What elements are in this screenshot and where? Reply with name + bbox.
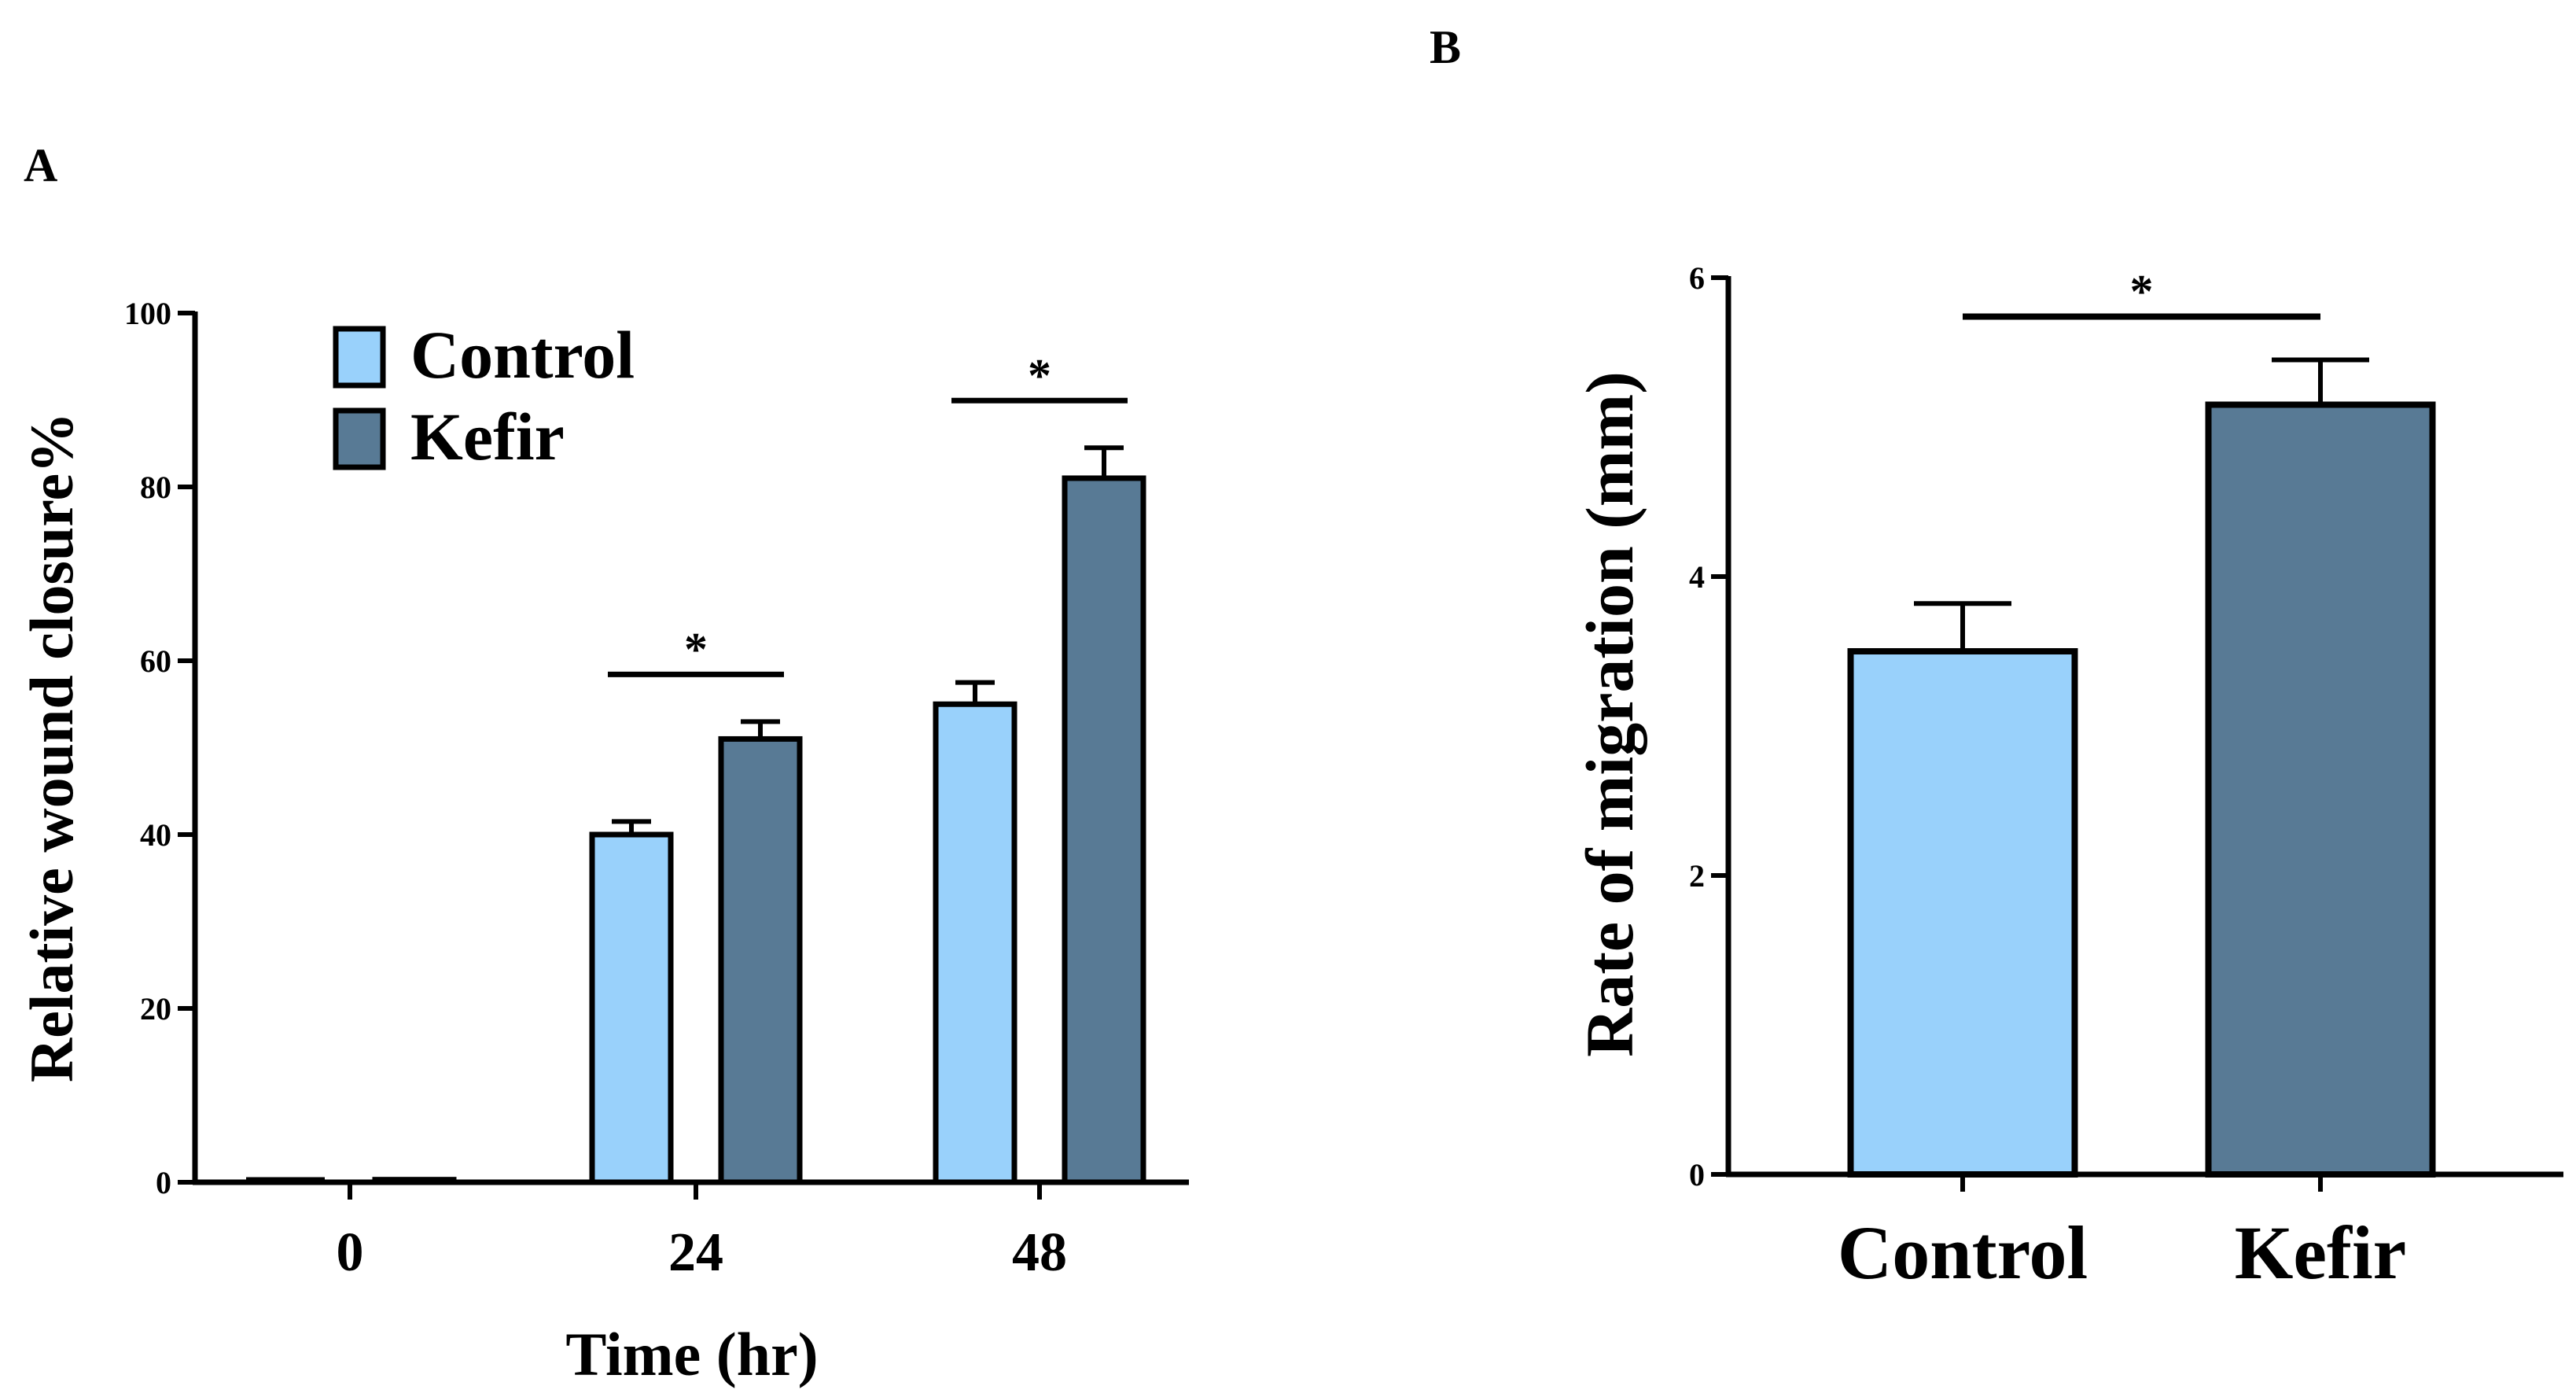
panel-b-label: B (1430, 21, 1461, 73)
panel-a-bar-kefir (1062, 475, 1146, 1185)
panel-a-bar-kefir (718, 735, 803, 1185)
panel-a-y-tick-label: 0 (156, 1165, 171, 1200)
panel-a-y-tick-label: 40 (140, 817, 171, 853)
panel-a-bar-control (933, 701, 1018, 1185)
panel-a-x-tick-label: 24 (668, 1222, 723, 1283)
panel-a-y-axis-title: Relative wound closure% (17, 412, 86, 1082)
legend-label-kefir: Kefir (410, 399, 565, 474)
panel-a-x-tick-label: 48 (1012, 1222, 1067, 1283)
panel-b-chart: Rate of migration (mm) 0 2 4 6 Control Kefir * (1572, 260, 2563, 1295)
panel-b-x-tick-label: Kefir (2235, 1211, 2407, 1295)
legend-swatch-kefir (333, 407, 386, 470)
legend-swatch-control (333, 326, 386, 389)
panel-a-x-axis-title: Time (hr) (565, 1320, 818, 1388)
panel-a-x-tick-label: 0 (337, 1222, 364, 1283)
panel-a-significance-star: * (1028, 349, 1051, 401)
panel-a-y-tick-label: 60 (140, 643, 171, 679)
panel-a-bar-control (589, 831, 674, 1185)
panel-b-bar-control (1847, 648, 2078, 1178)
panel-b-y-tick-label: 6 (1689, 260, 1705, 296)
panel-a-y-tick-label: 80 (140, 470, 171, 505)
panel-b-y-tick-label: 2 (1689, 858, 1705, 894)
panel-a-y-tick-label: 100 (124, 296, 171, 331)
panel-a-y-tick-label: 20 (140, 991, 171, 1027)
panel-b-significance-star: * (2130, 266, 2154, 318)
legend-label-control: Control (410, 317, 635, 393)
panel-a-bar-kefir (372, 1177, 457, 1185)
panel-a-significance-star: * (684, 623, 708, 675)
panel-b-y-tick-label: 0 (1689, 1157, 1705, 1192)
panel-b-bar-kefir (2205, 401, 2436, 1178)
panel-a-chart: Relative wound closure% Time (hr) 0 20 40 6… (17, 296, 1189, 1388)
panel-b-x-tick-label: Control (1838, 1211, 2088, 1295)
panel-b-y-tick-label: 4 (1689, 559, 1705, 595)
panel-b-y-axis-title: Rate of migration (mm) (1572, 371, 1647, 1057)
panel-a-label: A (24, 139, 57, 191)
